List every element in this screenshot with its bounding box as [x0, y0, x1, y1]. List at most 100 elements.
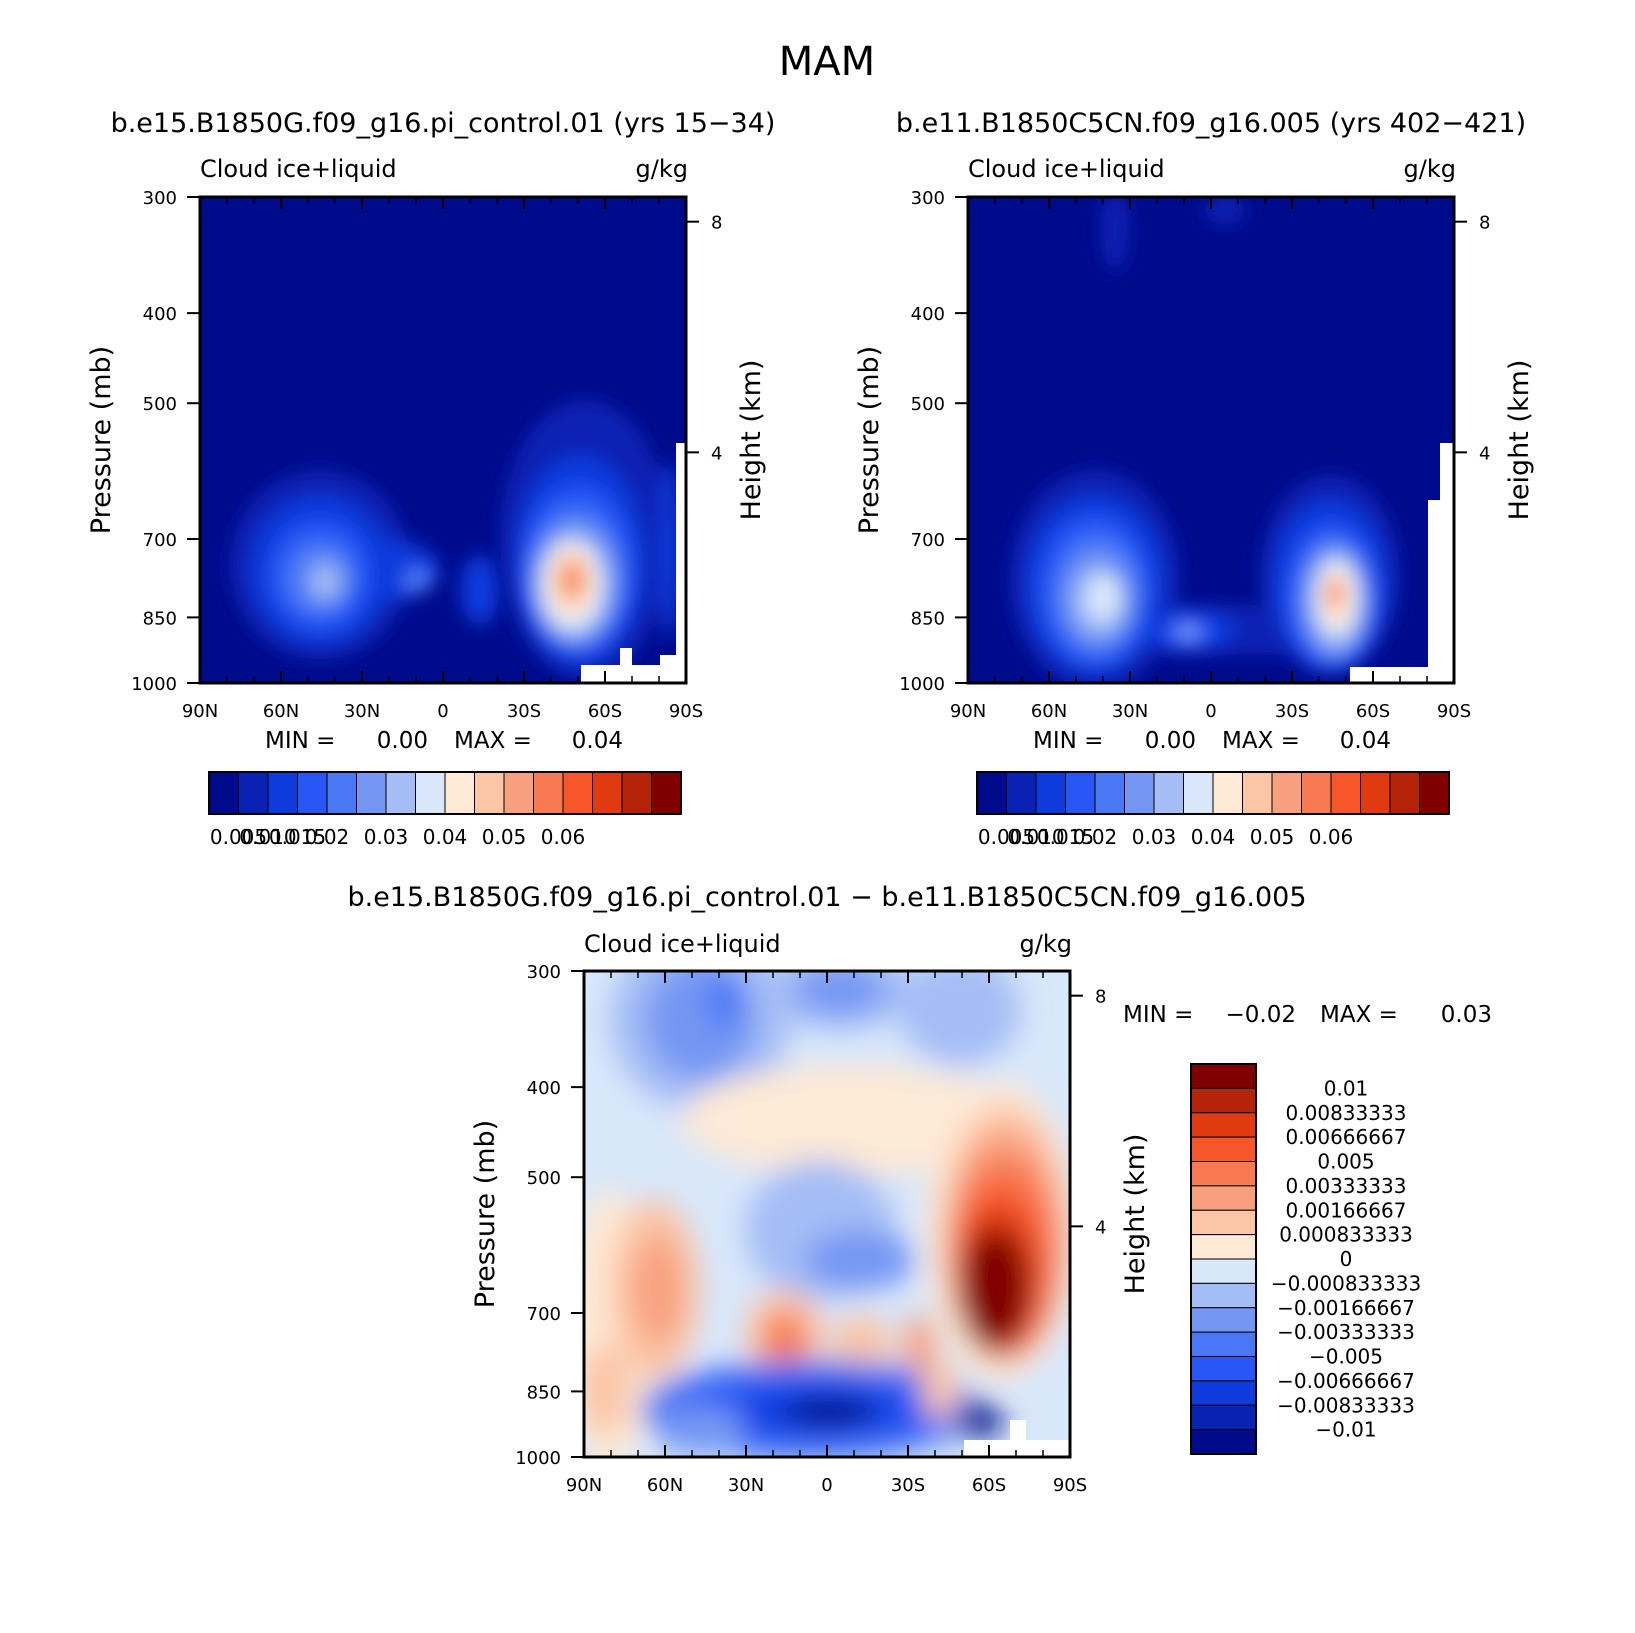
panel-1-ylabel: Pressure (mb) — [86, 346, 117, 534]
x-tick-label: 90S — [1053, 1475, 1087, 1496]
colorbar-label: −0.00666667 — [1277, 1369, 1415, 1393]
panel-1: b.e15.B1850G.f09_g16.pi_control.01 (yrs … — [86, 108, 775, 849]
colorbar-label: 0.02 — [1073, 825, 1118, 849]
y-tick-label: 400 — [911, 304, 945, 325]
colorbar-box — [562, 771, 593, 815]
colorbar-label: 0.03 — [364, 825, 409, 849]
y-right-tick-label: 4 — [711, 443, 722, 464]
y-tick-label: 400 — [143, 304, 177, 325]
y-tick-label: 1000 — [899, 674, 945, 695]
y-tick-label: 850 — [527, 1382, 561, 1403]
x-tick-label: 90N — [950, 701, 986, 722]
y-tick-label: 500 — [911, 394, 945, 415]
x-tick-label: 30S — [1275, 701, 1309, 722]
colorbar-box — [208, 771, 239, 815]
colorbar-box — [1190, 1063, 1257, 1089]
x-tick-label: 90S — [1437, 701, 1471, 722]
panel-2-axes: 90N 60N 30N 0 30S 60S 90S 300 400 500 700 850 1000 8 4 — [899, 188, 1490, 722]
panel-2-units-label: g/kg — [1404, 155, 1456, 183]
panel-1-stats: MIN = 0.00 MAX = 0.04 — [265, 728, 623, 754]
panel-3-max-value: 0.03 — [1441, 1002, 1492, 1028]
colorbar-box — [326, 771, 357, 815]
colorbar-box — [1190, 1185, 1257, 1211]
colorbar-box — [356, 771, 387, 815]
panel-2-ylabel: Pressure (mb) — [854, 346, 885, 534]
panel-3-max-label: MAX = — [1320, 1002, 1398, 1028]
y-tick-label: 1000 — [515, 1448, 561, 1469]
colorbar-box — [1271, 771, 1302, 815]
panel-1-units-label: g/kg — [636, 155, 688, 183]
panel-2-heatmap — [968, 197, 1454, 683]
panel-1-max-value: 0.04 — [572, 728, 623, 754]
colorbar-label: 0.05 — [1250, 825, 1295, 849]
colorbar-box — [1419, 771, 1450, 815]
y-tick-label: 700 — [911, 530, 945, 551]
panel-1-title: b.e15.B1850G.f09_g16.pi_control.01 (yrs … — [111, 108, 776, 139]
x-tick-label: 60S — [588, 701, 622, 722]
colorbar-frame — [1190, 1063, 1257, 1455]
x-tick-label: 30S — [507, 701, 541, 722]
colorbar-label: 0.015 — [269, 825, 326, 849]
x-tick-label: 60N — [1031, 701, 1067, 722]
colorbar-box — [1190, 1331, 1257, 1357]
y-right-tick-label: 8 — [711, 213, 722, 234]
colorbar-box — [1190, 1282, 1257, 1309]
colorbar-box — [1190, 1258, 1257, 1284]
colorbar-frame — [208, 771, 682, 815]
colorbar-frame — [976, 771, 1450, 815]
figure-title: MAM — [779, 39, 875, 85]
colorbar-label: 0.06 — [541, 825, 586, 849]
y-tick-label: 850 — [143, 608, 177, 629]
x-tick-label: 60N — [647, 1475, 683, 1496]
colorbar-label: −0.00333333 — [1277, 1320, 1415, 1344]
colorbar-box — [1124, 771, 1155, 815]
colorbar-label: 0.00666667 — [1286, 1125, 1407, 1149]
y-right-tick-label: 8 — [1479, 213, 1490, 234]
colorbar-label: 0.015 — [1037, 825, 1094, 849]
colorbar-label: 0.005 — [978, 825, 1035, 849]
colorbar-label: 0.00833333 — [1286, 1101, 1407, 1125]
y-right-tick-label: 8 — [1095, 987, 1106, 1008]
colorbar-box — [444, 771, 475, 815]
x-tick-label: 30N — [728, 1475, 764, 1496]
colorbar-label: 0.000833333 — [1279, 1223, 1413, 1247]
panel-1-ylabel-right: Height (km) — [736, 360, 767, 521]
colorbar-label: 0.005 — [210, 825, 267, 849]
y-tick-label: 700 — [143, 530, 177, 551]
colorbar-label: 0.04 — [1191, 825, 1236, 849]
panel-2-max-value: 0.04 — [1340, 728, 1391, 754]
colorbar-label: 0.06 — [1309, 825, 1354, 849]
panel-3-units-label: g/kg — [1020, 930, 1072, 958]
panel-2-stats: MIN = 0.00 MAX = 0.04 — [1033, 728, 1391, 754]
colorbar-box — [621, 771, 652, 815]
y-tick-label: 500 — [143, 394, 177, 415]
colorbar-label: 0 — [1340, 1247, 1353, 1271]
x-tick-label: 60S — [1356, 701, 1390, 722]
colorbar-box — [1190, 1356, 1257, 1382]
colorbar-label: −0.005 — [1309, 1345, 1383, 1369]
x-tick-label: 90N — [566, 1475, 602, 1496]
colorbar-label: 0.04 — [423, 825, 468, 849]
panel-3: b.e15.B1850G.f09_g16.pi_control.01 − b.e… — [347, 882, 1492, 1496]
colorbar-box — [1389, 771, 1420, 815]
y-right-tick-label: 4 — [1479, 443, 1490, 464]
colorbar-box — [1190, 1136, 1257, 1162]
panel-3-stats: MIN = −0.02 MAX = 0.03 — [1123, 1002, 1492, 1028]
x-tick-label: 30N — [1112, 701, 1148, 722]
colorbar-box — [1006, 771, 1037, 815]
panel-2-ylabel-right: Height (km) — [1504, 360, 1535, 521]
x-tick-label: 60N — [263, 701, 299, 722]
panel-2: b.e11.B1850C5CN.f09_g16.005 (yrs 402−421… — [854, 108, 1535, 849]
colorbar-box — [385, 771, 416, 815]
colorbar-box — [415, 771, 446, 815]
y-right-tick-label: 4 — [1095, 1217, 1106, 1238]
x-tick-label: 0 — [1205, 701, 1216, 722]
colorbar-label: −0.01 — [1315, 1418, 1376, 1442]
x-tick-label: 30N — [344, 701, 380, 722]
colorbar-label: 0.00166667 — [1286, 1198, 1407, 1222]
panel-3-title: b.e15.B1850G.f09_g16.pi_control.01 − b.e… — [347, 882, 1306, 913]
colorbar-box — [1190, 1429, 1257, 1455]
